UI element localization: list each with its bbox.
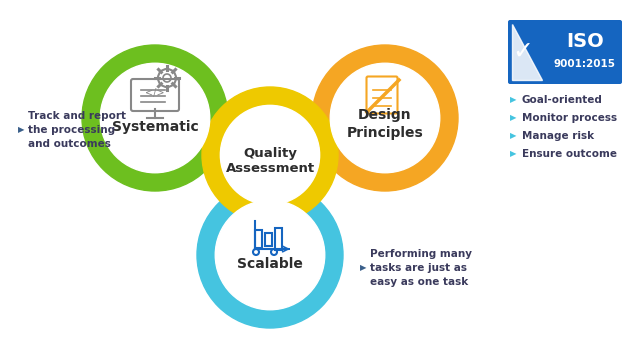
Text: ▶: ▶ <box>18 125 24 135</box>
Circle shape <box>312 45 458 191</box>
Text: ▶: ▶ <box>510 114 516 122</box>
Text: Systematic: Systematic <box>111 120 198 134</box>
Bar <box>275 228 282 250</box>
Circle shape <box>82 45 228 191</box>
Circle shape <box>100 63 210 173</box>
Text: Goal-oriented: Goal-oriented <box>522 95 603 105</box>
Text: Scalable: Scalable <box>237 257 303 271</box>
Circle shape <box>197 182 343 328</box>
Text: Performing many
tasks are just as
easy as one task: Performing many tasks are just as easy a… <box>370 249 472 287</box>
Polygon shape <box>512 24 542 80</box>
Bar <box>255 230 262 248</box>
Circle shape <box>202 87 338 223</box>
Text: ▶: ▶ <box>510 132 516 140</box>
Text: Manage risk: Manage risk <box>522 131 594 141</box>
Text: Ensure outcome: Ensure outcome <box>522 149 617 159</box>
Text: Quality
Assessment: Quality Assessment <box>225 147 315 175</box>
Circle shape <box>220 105 319 205</box>
Circle shape <box>215 200 324 310</box>
Text: Track and report
the processing
and outcomes: Track and report the processing and outc… <box>28 111 126 149</box>
Text: </>: </> <box>145 88 168 98</box>
Text: ISO: ISO <box>566 32 604 51</box>
FancyBboxPatch shape <box>508 20 622 84</box>
Text: ✓: ✓ <box>513 40 534 64</box>
Bar <box>265 233 272 246</box>
Text: Design
Principles: Design Principles <box>347 108 424 140</box>
Text: ▶: ▶ <box>510 150 516 158</box>
Circle shape <box>330 63 440 173</box>
Text: ▶: ▶ <box>360 264 367 272</box>
Text: ▶: ▶ <box>510 96 516 104</box>
Text: 9001:2015: 9001:2015 <box>554 59 616 69</box>
Text: Monitor process: Monitor process <box>522 113 617 123</box>
